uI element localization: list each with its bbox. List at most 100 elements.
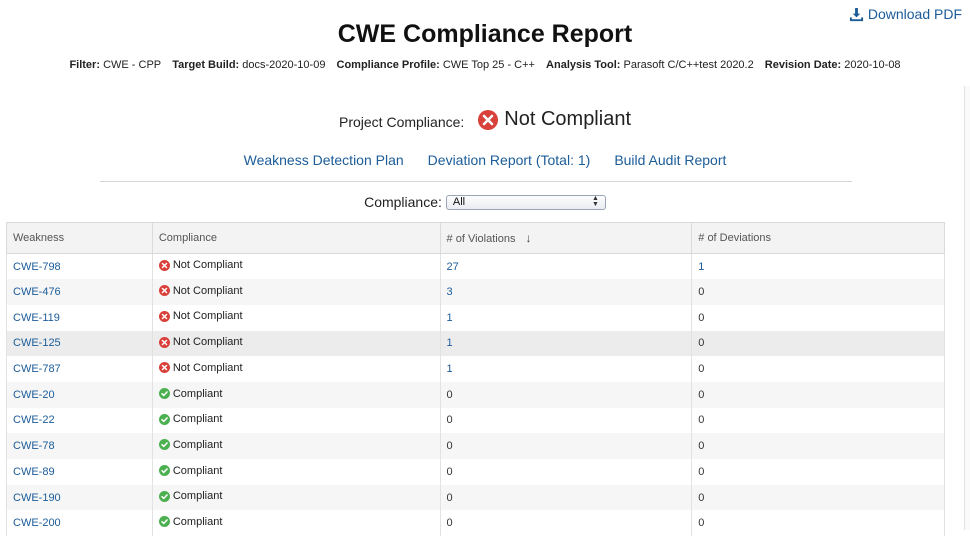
weakness-link[interactable]: CWE-798 — [13, 261, 61, 273]
compliance-status-text: Compliant — [173, 465, 223, 477]
weakness-link[interactable]: CWE-125 — [13, 337, 61, 349]
cell-violations: 0 — [440, 382, 692, 408]
cell-deviations: 0 — [692, 331, 945, 357]
cell-weakness: CWE-125 — [7, 331, 153, 357]
table-row: CWE-78 Compliant 0 0 — [7, 433, 945, 459]
cell-weakness: CWE-190 — [7, 485, 153, 511]
cell-compliance: Compliant — [152, 433, 440, 459]
weakness-link[interactable]: CWE-190 — [13, 492, 61, 504]
compliance-status: Compliant — [159, 413, 223, 425]
deviation-report-link[interactable]: Deviation Report (Total: 1) — [428, 152, 591, 168]
meta-compliance-profile: Compliance Profile: CWE Top 25 - C++ — [337, 59, 535, 71]
violations-value: 0 — [447, 440, 453, 452]
meta-revision-date-value: 2020-10-08 — [844, 59, 900, 71]
cell-violations: 0 — [440, 459, 692, 485]
compliance-status: Not Compliant — [159, 362, 243, 374]
weakness-link[interactable]: CWE-787 — [13, 363, 61, 375]
violations-value[interactable]: 1 — [447, 337, 453, 349]
deviations-value: 0 — [698, 312, 704, 324]
column-header-violations-label: # of Violations — [447, 233, 516, 245]
column-header-compliance[interactable]: Compliance — [152, 223, 440, 254]
weakness-link[interactable]: CWE-200 — [13, 517, 61, 529]
cell-compliance: Not Compliant — [152, 254, 440, 280]
error-circle-icon — [159, 362, 170, 373]
meta-target-build-value: docs-2020-10-09 — [242, 59, 325, 71]
compliance-status: Compliant — [159, 439, 223, 451]
weakness-detection-plan-link[interactable]: Weakness Detection Plan — [244, 152, 404, 168]
weakness-link[interactable]: CWE-20 — [13, 389, 55, 401]
cell-weakness: CWE-89 — [7, 459, 153, 485]
cell-weakness: CWE-22 — [7, 408, 153, 434]
cell-violations: 1 — [440, 356, 692, 382]
weakness-link[interactable]: CWE-119 — [13, 312, 60, 324]
compliance-status-text: Not Compliant — [173, 310, 243, 322]
build-audit-report-link[interactable]: Build Audit Report — [614, 152, 726, 168]
cell-compliance: Compliant — [152, 382, 440, 408]
cell-weakness: CWE-20 — [7, 382, 153, 408]
compliance-status: Not Compliant — [159, 336, 243, 348]
violations-value: 0 — [447, 492, 453, 504]
compliance-status: Compliant — [159, 490, 223, 502]
table-row: CWE-476 Not Compliant 3 0 — [7, 279, 945, 305]
weakness-link[interactable]: CWE-22 — [13, 414, 55, 426]
meta-analysis-tool-value: Parasoft C/C++test 2020.2 — [623, 59, 753, 71]
check-circle-icon — [159, 414, 170, 425]
deviations-value: 0 — [698, 517, 704, 529]
divider — [100, 181, 852, 182]
report-meta: Filter: CWE - CPP Target Build: docs-202… — [0, 59, 970, 71]
violations-value: 0 — [447, 389, 453, 401]
column-header-violations[interactable]: # of Violations↓ — [440, 223, 692, 254]
project-compliance-label: Project Compliance: — [339, 114, 464, 130]
deviations-value: 0 — [698, 414, 704, 426]
violations-value[interactable]: 1 — [447, 363, 453, 375]
violations-value[interactable]: 27 — [447, 261, 459, 273]
table-row: CWE-20 Compliant 0 0 — [7, 382, 945, 408]
cell-violations: 0 — [440, 433, 692, 459]
project-compliance-status: Not Compliant — [478, 108, 631, 131]
violations-value: 0 — [447, 466, 453, 478]
deviations-value: 0 — [698, 363, 704, 375]
violations-value: 0 — [447, 414, 453, 426]
cell-weakness: CWE-476 — [7, 279, 153, 305]
weakness-table: Weakness Compliance # of Violations↓ # o… — [6, 222, 945, 536]
cell-weakness: CWE-787 — [7, 356, 153, 382]
cell-compliance: Not Compliant — [152, 279, 440, 305]
select-arrows-icon: ▲▼ — [592, 196, 599, 208]
weakness-link[interactable]: CWE-476 — [13, 286, 61, 298]
cell-deviations: 0 — [692, 382, 945, 408]
cell-compliance: Compliant — [152, 485, 440, 511]
deviations-value: 0 — [698, 337, 704, 349]
cell-violations: 3 — [440, 279, 692, 305]
meta-filter-value: CWE - CPP — [103, 59, 161, 71]
weakness-link[interactable]: CWE-78 — [13, 440, 55, 452]
cell-deviations: 0 — [692, 459, 945, 485]
deviations-value[interactable]: 1 — [698, 261, 704, 273]
cell-compliance: Compliant — [152, 408, 440, 434]
column-header-deviations[interactable]: # of Deviations — [692, 223, 945, 254]
project-compliance: Project Compliance: Not Compliant — [0, 108, 970, 131]
meta-target-build: Target Build: docs-2020-10-09 — [172, 59, 325, 71]
cell-violations: 0 — [440, 510, 692, 536]
compliance-filter-select[interactable]: All ▲▼ — [446, 195, 606, 210]
cell-violations: 1 — [440, 331, 692, 357]
deviations-value: 0 — [698, 440, 704, 452]
deviations-value: 0 — [698, 286, 704, 298]
cell-violations: 0 — [440, 408, 692, 434]
violations-value[interactable]: 1 — [447, 312, 453, 324]
error-circle-icon — [159, 311, 170, 322]
cell-deviations: 0 — [692, 305, 945, 331]
report-links: Weakness Detection Plan Deviation Report… — [0, 152, 970, 168]
check-circle-icon — [159, 388, 170, 399]
meta-analysis-tool-label: Analysis Tool: — [546, 59, 620, 71]
cell-deviations: 0 — [692, 408, 945, 434]
column-header-weakness[interactable]: Weakness — [7, 223, 153, 254]
project-compliance-status-text: Not Compliant — [504, 108, 631, 131]
compliance-status: Compliant — [159, 388, 223, 400]
violations-value[interactable]: 3 — [447, 286, 453, 298]
table-row: CWE-125 Not Compliant 1 0 — [7, 331, 945, 357]
table-row: CWE-119 Not Compliant 1 0 — [7, 305, 945, 331]
cell-violations: 27 — [440, 254, 692, 280]
check-circle-icon — [159, 465, 170, 476]
weakness-link[interactable]: CWE-89 — [13, 466, 55, 478]
